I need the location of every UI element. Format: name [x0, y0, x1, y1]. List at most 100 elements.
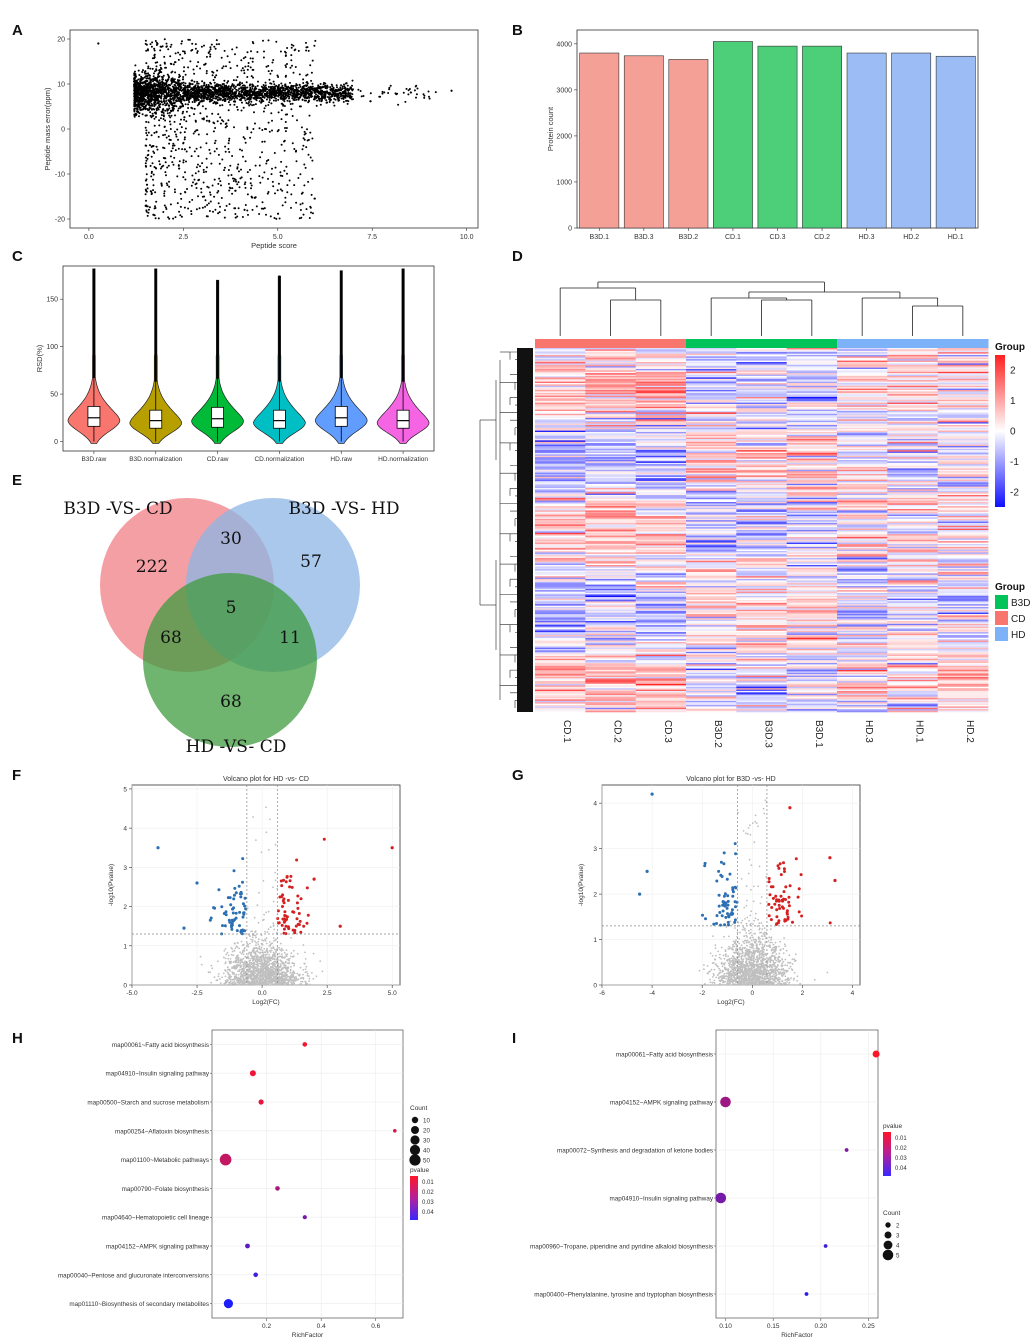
data-point: [208, 100, 211, 103]
data-point: [292, 98, 295, 101]
bar: [668, 59, 709, 229]
data-point: [196, 82, 199, 85]
data-point: [167, 135, 170, 138]
data-point: [205, 170, 208, 173]
data-point: [178, 91, 181, 94]
data-point: [279, 91, 282, 94]
data-point: [183, 87, 186, 90]
data-point: [157, 73, 160, 76]
data-point: [241, 82, 244, 85]
data-point: [155, 65, 158, 68]
data-point: [158, 124, 161, 127]
data-point: [308, 92, 311, 95]
bar: [713, 41, 753, 229]
data-point: [212, 102, 215, 105]
data-point: [206, 204, 209, 206]
data-point: [164, 109, 167, 112]
x-tick-label: 2.5: [178, 234, 188, 241]
data-point: [197, 98, 199, 101]
x-tick-label: CD.1: [725, 234, 741, 241]
data-point: [351, 98, 353, 101]
data-point: [162, 108, 164, 111]
data-point: [270, 85, 273, 88]
data-point: [171, 79, 174, 82]
data-point: [153, 84, 156, 87]
data-point: [237, 92, 240, 95]
bar: [846, 52, 887, 229]
data-point: [288, 95, 291, 98]
data-point: [227, 80, 230, 83]
data-point: [182, 159, 185, 162]
group-annotation-cell: [736, 339, 788, 348]
data-point: [163, 88, 166, 91]
data-point: [262, 110, 265, 113]
data-point: [171, 147, 174, 150]
data-point: [205, 115, 208, 118]
data-point: [261, 96, 264, 99]
data-point: [168, 104, 171, 107]
data-point: [178, 160, 181, 163]
data-point: [212, 210, 214, 213]
data-point: [316, 86, 319, 89]
data-point: [144, 93, 147, 96]
data-point: [152, 184, 155, 187]
data-point: [219, 116, 222, 119]
data-point: [328, 101, 331, 103]
data-point: [287, 91, 290, 94]
data-point: [139, 94, 141, 97]
data-point: [178, 167, 181, 170]
data-point: [202, 117, 205, 120]
data-point: [332, 87, 335, 89]
data-point: [147, 72, 150, 75]
data-point: [193, 72, 196, 75]
data-point: [284, 54, 287, 57]
data-point: [254, 164, 257, 167]
data-point: [154, 205, 156, 208]
data-point: [184, 171, 186, 174]
data-point: [278, 87, 281, 90]
data-point: [345, 82, 348, 85]
data-point: [310, 95, 312, 98]
data-point: [182, 141, 185, 144]
data-point: [315, 93, 317, 96]
data-point: [254, 96, 257, 99]
data-point: [210, 96, 213, 99]
data-point: [258, 127, 261, 130]
data-point: [339, 95, 342, 98]
data-point: [153, 49, 156, 52]
data-point: [311, 82, 314, 85]
data-point: [236, 97, 239, 100]
data-point: [162, 115, 165, 118]
data-point: [321, 89, 324, 92]
data-point: [250, 96, 253, 99]
data-point: [238, 87, 241, 90]
data-point: [227, 182, 230, 185]
data-point: [339, 91, 342, 94]
data-point: [247, 65, 250, 68]
data-point: [188, 92, 190, 95]
data-point: [134, 103, 137, 106]
data-point: [298, 90, 301, 93]
data-point: [264, 104, 267, 107]
data-point: [282, 103, 285, 106]
data-point: [388, 88, 391, 91]
data-point: [153, 117, 156, 120]
data-point: [257, 96, 260, 99]
data-point: [242, 155, 244, 158]
data-point: [172, 88, 175, 91]
data-point: [154, 103, 157, 106]
data-point: [151, 112, 154, 115]
data-point: [344, 94, 347, 97]
data-point: [240, 176, 243, 179]
data-point: [213, 150, 216, 153]
data-point: [172, 163, 175, 166]
data-point: [201, 90, 204, 93]
data-point: [133, 97, 136, 100]
data-point: [165, 129, 168, 132]
data-point: [262, 39, 264, 42]
data-point: [169, 99, 172, 101]
data-point: [177, 51, 180, 54]
x-tick-label: B3D.raw: [81, 456, 106, 463]
data-point: [150, 145, 153, 148]
data-point: [269, 93, 272, 96]
